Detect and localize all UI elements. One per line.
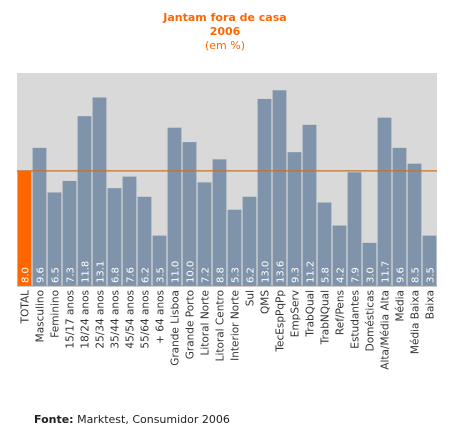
bar-22 — [347, 172, 362, 286]
value-label-19: 11.2 — [306, 261, 317, 283]
bar-0 — [17, 170, 32, 286]
bar-7 — [122, 176, 137, 286]
value-label-0: 8.0 — [21, 267, 32, 283]
value-label-22: 7.9 — [351, 267, 362, 283]
category-label-25: Média — [395, 290, 407, 322]
bar-4 — [77, 116, 92, 287]
bar-14 — [227, 209, 242, 286]
category-label-9: + 64 anos — [155, 290, 167, 344]
category-label-2: Feminino — [50, 290, 62, 338]
category-label-14: Interior Norte — [230, 290, 242, 361]
chart-title: Jantam fora de casa — [162, 11, 286, 24]
value-label-8: 6.2 — [141, 267, 152, 283]
category-label-4: 18/24 anos — [80, 290, 92, 349]
bar-15 — [242, 196, 257, 286]
category-label-17: TecEspPqPp — [275, 290, 287, 353]
value-label-16: 13.0 — [261, 261, 272, 283]
category-label-23: Domésticas — [365, 290, 377, 351]
value-label-5: 13.1 — [96, 261, 107, 283]
bar-24 — [377, 117, 392, 286]
bar-17 — [272, 90, 287, 287]
labels-group: TOTAL Masculino Feminino 15/17 anos 18/24 an… — [20, 290, 437, 370]
value-label-9: 3.5 — [156, 267, 167, 283]
category-label-8: 55/64 anos — [140, 290, 152, 349]
value-label-10: 11.0 — [171, 261, 182, 283]
category-label-10: Grande Lisboa — [170, 290, 182, 366]
bar-10 — [167, 127, 182, 286]
value-label-23: 3.0 — [366, 267, 377, 283]
bar-1 — [32, 147, 47, 286]
category-label-16: QMS — [260, 290, 272, 314]
value-label-7: 7.6 — [126, 267, 137, 283]
source-label: Fonte: — [34, 413, 74, 426]
value-label-3: 7.3 — [66, 267, 77, 283]
bar-18 — [287, 152, 302, 286]
category-label-0: TOTAL — [20, 290, 32, 324]
category-label-6: 35/44 anos — [110, 290, 122, 349]
bar-25 — [392, 147, 407, 286]
category-label-26: Média Baixa — [410, 290, 422, 354]
bar-6 — [107, 188, 122, 286]
category-label-18: EmpServ — [290, 290, 302, 337]
value-label-18: 9.3 — [291, 267, 302, 283]
value-label-14: 5.3 — [231, 267, 242, 283]
category-label-12: Litoral Norte — [200, 290, 212, 356]
category-label-5: 25/34 anos — [95, 290, 107, 349]
value-label-24: 11.7 — [381, 261, 392, 283]
category-label-20: TrabNQual — [320, 290, 332, 345]
bar-8 — [137, 196, 152, 286]
bar-9 — [152, 235, 167, 286]
source-note: Fonte: Marktest, Consumidor 2006 — [34, 413, 230, 426]
source-text: Marktest, Consumidor 2006 — [77, 413, 230, 426]
value-label-12: 7.2 — [201, 267, 212, 283]
bar-26 — [407, 163, 422, 286]
bar-12 — [197, 182, 212, 286]
chart-subtitle-year: 2006 — [210, 25, 241, 38]
bar-16 — [257, 98, 272, 286]
value-label-25: 9.6 — [396, 267, 407, 283]
bar-5 — [92, 97, 107, 286]
bar-21 — [332, 225, 347, 286]
bar-3 — [62, 180, 77, 286]
category-label-3: 15/17 anos — [65, 290, 77, 349]
category-label-19: TrabQual — [305, 290, 317, 338]
value-label-2: 6.5 — [51, 267, 62, 283]
category-label-7: 45/54 anos — [125, 290, 137, 349]
bars-group: 8.0 9.6 6.5 7.3 11.8 13.1 6.8 7.6 6.2 3.5 11.0 10.0… — [17, 90, 437, 287]
value-label-20: 5.8 — [321, 267, 332, 283]
category-label-21: Ref/Pens — [335, 290, 347, 335]
bar-20 — [317, 202, 332, 286]
category-label-13: Litoral Centro — [215, 290, 227, 361]
category-label-27: Baixa — [425, 290, 437, 319]
chart-subtitle-unit: (em %) — [205, 39, 245, 52]
category-label-22: Estudantes — [350, 290, 362, 349]
bar-27 — [422, 235, 437, 286]
category-label-24: Alta/Média Alta — [380, 290, 392, 370]
value-label-26: 8.5 — [411, 267, 422, 283]
value-label-1: 9.6 — [36, 267, 47, 283]
bar-19 — [302, 124, 317, 286]
value-label-4: 11.8 — [81, 261, 92, 283]
category-label-1: Masculino — [35, 290, 47, 342]
value-label-21: 4.2 — [336, 267, 347, 283]
bar-13 — [212, 159, 227, 286]
value-label-13: 8.8 — [216, 267, 227, 283]
value-label-17: 13.6 — [276, 261, 287, 283]
value-label-27: 3.5 — [426, 267, 437, 283]
bar-23 — [362, 242, 377, 286]
category-label-11: Grande Porto — [185, 290, 197, 359]
value-label-15: 6.2 — [246, 267, 257, 283]
value-label-6: 6.8 — [111, 267, 122, 283]
category-label-15: Sul — [245, 290, 257, 306]
bar-11 — [182, 142, 197, 286]
value-label-11: 10.0 — [186, 261, 197, 283]
bar-2 — [47, 192, 62, 286]
